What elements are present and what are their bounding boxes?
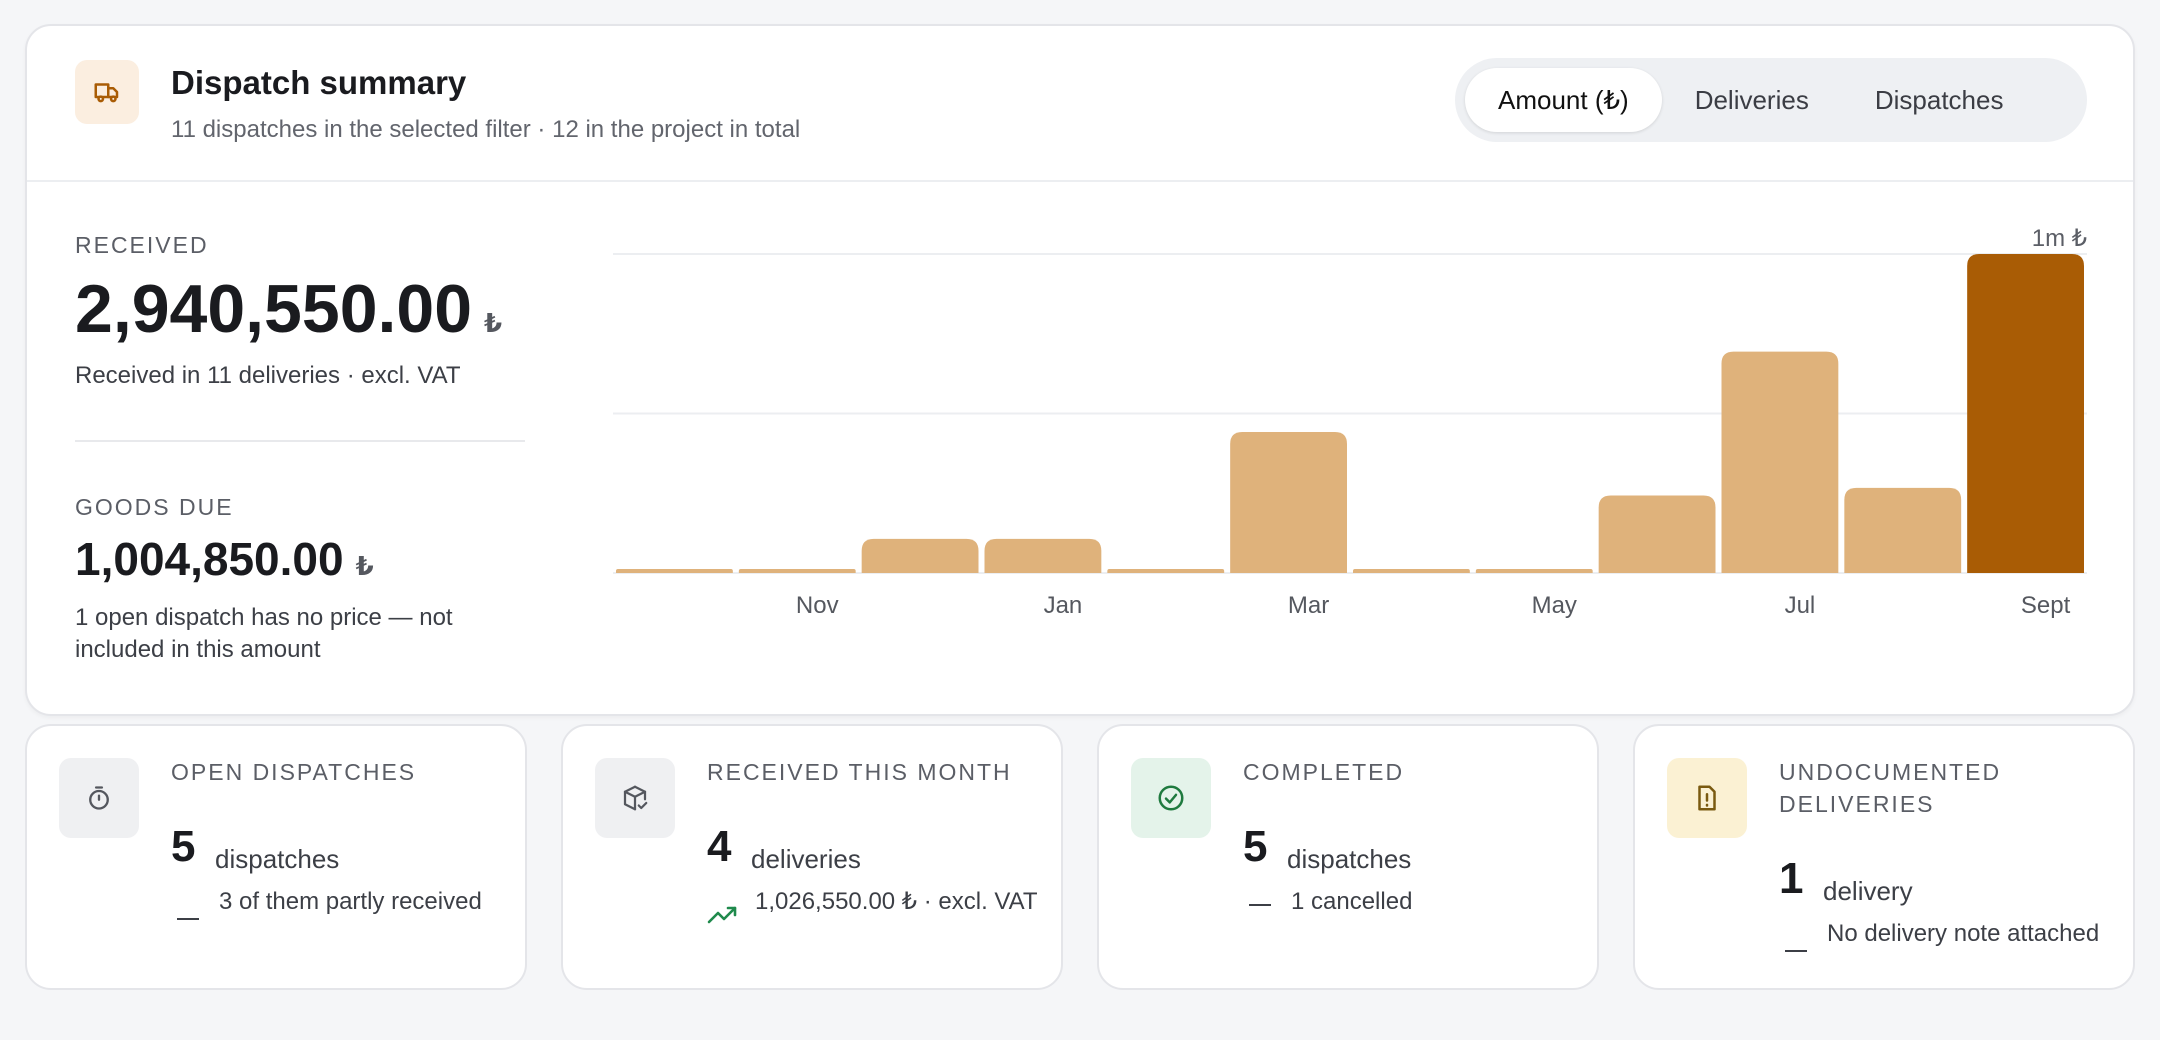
tab-amount[interactable]: Amount (₺): [1465, 68, 1662, 132]
package-check-icon: [595, 758, 675, 838]
received-note: Received in 11 deliveries · excl. VAT: [75, 362, 461, 389]
received-amount-value: 2,940,550.00: [75, 271, 473, 347]
card-completed[interactable]: COMPLETED 5 dispatches 1 cancelled: [1097, 724, 1599, 990]
bar-jun: [1598, 495, 1716, 573]
bar-jul: [1721, 351, 1839, 573]
x-tick-label: Mar: [1288, 592, 1329, 619]
x-tick-label: May: [1532, 592, 1577, 619]
card-label: COMPLETED: [1243, 759, 1405, 785]
stat-divider: [75, 440, 525, 442]
card-open-dispatches[interactable]: OPEN DISPATCHES 5 dispatches 3 of them p…: [25, 724, 527, 990]
card-unit: delivery: [1823, 876, 1913, 906]
page-subtitle: 11 dispatches in the selected filter · 1…: [171, 116, 801, 143]
goods-due-currency: ₺: [355, 551, 374, 581]
bar-nov: [738, 569, 856, 573]
bar-feb: [1107, 569, 1225, 573]
card-received-this-month[interactable]: RECEIVED THIS MONTH 4 deliveries 1,026,5…: [561, 724, 1063, 990]
card-label: RECEIVED THIS MONTH: [707, 759, 1012, 785]
card-note: No delivery note attached: [1827, 920, 2100, 947]
dash-icon: [177, 918, 199, 920]
stopwatch-icon: [59, 758, 139, 838]
bar-dec: [861, 538, 979, 573]
trending-up-icon: [707, 904, 739, 931]
goods-due-note: 1 open dispatch has no price — not inclu…: [75, 604, 453, 663]
tab-deliveries[interactable]: Deliveries: [1694, 84, 1809, 115]
received-label: RECEIVED: [75, 232, 209, 258]
truck-icon: [75, 60, 139, 124]
received-amount: 2,940,550.00 ₺: [75, 270, 502, 348]
x-tick-label: Nov: [796, 592, 839, 619]
bar-jan: [984, 538, 1102, 573]
card-header: Dispatch summary 11 dispatches in the se…: [27, 26, 2133, 182]
card-count: 4: [707, 822, 732, 871]
card-note: 1 cancelled: [1291, 888, 1413, 915]
received-currency: ₺: [484, 308, 503, 338]
card-label: OPEN DISPATCHES: [171, 759, 417, 785]
goods-due-amount-value: 1,004,850.00: [75, 533, 344, 585]
x-tick-label: Sept: [2021, 592, 2071, 619]
card-count: 1: [1779, 854, 1804, 903]
card-count: 5: [1243, 822, 1268, 871]
card-label: UNDOCUMENTED DELIVERIES: [1779, 759, 2002, 817]
card-unit: deliveries: [751, 844, 861, 874]
monthly-bar-chart: 1m ₺ Nov Jan Mar May Jul Sept: [613, 225, 2087, 619]
x-tick-label: Jul: [1785, 592, 1816, 619]
x-tick-label: Jan: [1044, 592, 1083, 619]
card-unit: dispatches: [1287, 844, 1412, 874]
dispatch-summary-card: Dispatch summary 11 dispatches in the se…: [25, 24, 2135, 716]
metric-toggle: Amount (₺) Deliveries Dispatches: [1455, 58, 2087, 142]
card-unit: dispatches: [215, 844, 340, 874]
goods-due-amount: 1,004,850.00 ₺: [75, 532, 374, 586]
page-title: Dispatch summary: [171, 64, 467, 101]
bar-mar: [1230, 432, 1347, 573]
max-value-label: 1m ₺: [2032, 225, 2087, 252]
card-count: 5: [171, 822, 196, 871]
bar-sept: [1967, 254, 2084, 573]
bar-oct: [616, 569, 733, 573]
tab-dispatches[interactable]: Dispatches: [1874, 84, 2004, 115]
dash-icon: [1785, 950, 1807, 952]
dash-icon: [1249, 904, 1271, 906]
card-note: 1,026,550.00 ₺ · excl. VAT: [755, 888, 1038, 915]
check-circle-icon: [1131, 758, 1211, 838]
bar-may: [1475, 569, 1593, 573]
card-note: 3 of them partly received: [219, 888, 482, 915]
goods-due-label: GOODS DUE: [75, 494, 234, 520]
file-alert-icon: [1667, 758, 1747, 838]
bar-aug: [1844, 487, 1962, 573]
bar-apr: [1353, 569, 1470, 573]
card-undocumented-deliveries[interactable]: UNDOCUMENTED DELIVERIES 1 delivery No de…: [1633, 724, 2135, 990]
